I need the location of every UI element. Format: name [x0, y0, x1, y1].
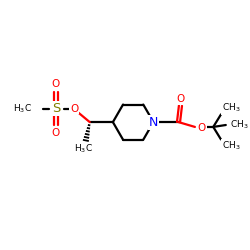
Text: O: O [198, 123, 206, 133]
Text: O: O [52, 128, 60, 138]
Text: O: O [176, 94, 184, 104]
Text: CH$_3$: CH$_3$ [222, 140, 240, 152]
Text: O: O [70, 104, 78, 114]
Text: S: S [52, 102, 60, 115]
Text: N: N [149, 116, 158, 128]
Text: H$_3$C: H$_3$C [13, 102, 32, 115]
Text: CH$_3$: CH$_3$ [222, 102, 240, 114]
Text: CH$_3$: CH$_3$ [230, 119, 248, 131]
Text: H$_3$C: H$_3$C [74, 143, 94, 155]
Text: O: O [52, 80, 60, 90]
